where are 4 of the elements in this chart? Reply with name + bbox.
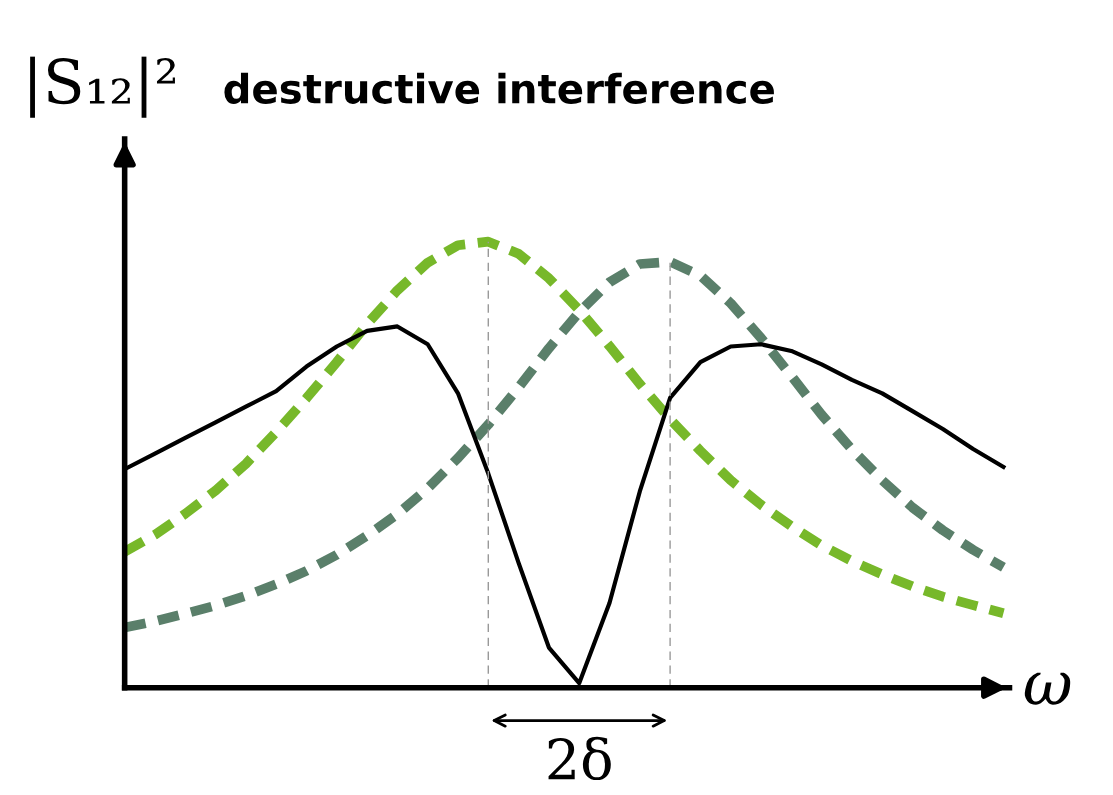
text: 2δ [548,736,611,781]
y-axis-title: |S₁₂|² [30,56,175,118]
x-axis-title: ω [1024,672,1071,705]
chart-title: destructive interference [224,72,774,104]
